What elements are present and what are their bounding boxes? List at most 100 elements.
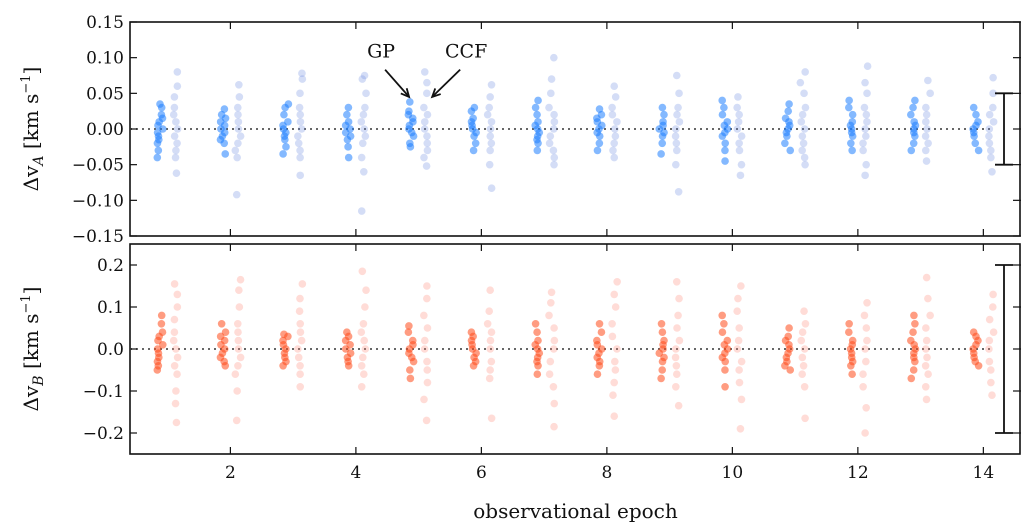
data-point-ccf bbox=[548, 289, 556, 297]
data-point-ccf bbox=[734, 93, 742, 101]
data-point-gp bbox=[849, 111, 857, 119]
data-point-ccf bbox=[359, 354, 367, 362]
data-point-ccf bbox=[484, 320, 492, 328]
data-point-ccf bbox=[237, 276, 245, 284]
data-point-gp bbox=[344, 143, 352, 151]
data-point-ccf bbox=[360, 168, 368, 176]
data-point-ccf bbox=[173, 419, 181, 427]
data-point-ccf bbox=[547, 90, 555, 98]
data-point-gp bbox=[533, 328, 541, 336]
data-point-ccf bbox=[989, 104, 997, 112]
data-point-gp bbox=[720, 320, 728, 328]
data-point-ccf bbox=[420, 104, 428, 112]
data-point-ccf bbox=[488, 118, 496, 126]
data-point-ccf bbox=[234, 139, 242, 147]
data-point-ccf bbox=[233, 417, 241, 425]
data-point-ccf bbox=[863, 324, 871, 332]
data-point-ccf bbox=[423, 282, 431, 290]
data-point-ccf bbox=[672, 383, 680, 391]
data-point-ccf bbox=[863, 337, 871, 345]
data-point-gp bbox=[721, 157, 729, 165]
data-point-gp bbox=[970, 328, 978, 336]
data-point-ccf bbox=[612, 132, 620, 140]
data-point-gp bbox=[343, 328, 351, 336]
data-point-ccf bbox=[550, 324, 558, 332]
data-point-ccf bbox=[172, 387, 180, 395]
data-point-ccf bbox=[672, 161, 680, 169]
data-point-gp bbox=[719, 328, 727, 336]
data-point-ccf bbox=[486, 366, 494, 374]
data-point-ccf bbox=[173, 370, 181, 378]
annotation-ccf: CCF bbox=[445, 41, 487, 63]
data-point-gp bbox=[971, 139, 979, 147]
data-point-gp bbox=[909, 104, 917, 112]
data-point-gp bbox=[784, 333, 792, 341]
data-point-ccf bbox=[675, 188, 683, 196]
data-point-gp bbox=[158, 320, 166, 328]
data-point-ccf bbox=[486, 132, 494, 140]
data-point-ccf bbox=[486, 147, 494, 155]
data-point-gp bbox=[721, 366, 729, 374]
data-point-ccf bbox=[236, 93, 244, 101]
data-point-ccf bbox=[550, 345, 558, 353]
data-point-ccf bbox=[672, 125, 680, 133]
data-point-ccf bbox=[547, 299, 555, 307]
data-point-gp bbox=[407, 375, 415, 383]
data-point-ccf bbox=[922, 362, 930, 370]
data-point-ccf bbox=[488, 328, 496, 336]
data-point-ccf bbox=[423, 132, 431, 140]
data-point-gp bbox=[221, 105, 229, 113]
data-point-ccf bbox=[298, 337, 306, 345]
data-point-gp bbox=[907, 147, 915, 155]
y-tick-label: 0.1 bbox=[97, 298, 124, 318]
data-point-gp bbox=[534, 118, 542, 126]
data-point-ccf bbox=[609, 147, 617, 155]
data-point-ccf bbox=[861, 345, 869, 353]
data-point-ccf bbox=[801, 345, 809, 353]
data-point-ccf bbox=[798, 370, 806, 378]
data-point-ccf bbox=[675, 295, 683, 303]
data-point-ccf bbox=[358, 154, 366, 162]
data-point-ccf bbox=[610, 82, 618, 90]
data-point-ccf bbox=[800, 139, 808, 147]
data-point-gp bbox=[222, 328, 230, 336]
data-point-ccf bbox=[923, 111, 931, 119]
data-point-ccf bbox=[612, 93, 620, 101]
data-point-ccf bbox=[987, 154, 995, 162]
data-point-ccf bbox=[611, 125, 619, 133]
data-point-ccf bbox=[296, 320, 304, 328]
data-point-gp bbox=[534, 97, 542, 105]
data-point-gp bbox=[720, 104, 728, 112]
data-point-ccf bbox=[171, 93, 179, 101]
data-point-ccf bbox=[486, 93, 494, 101]
data-point-gp bbox=[845, 320, 853, 328]
data-point-gp bbox=[598, 328, 606, 336]
data-point-ccf bbox=[235, 125, 243, 133]
y-axis-title: ΔvA [km s−1] bbox=[19, 67, 47, 192]
data-point-ccf bbox=[613, 345, 621, 353]
y-tick-label: 0.00 bbox=[86, 120, 124, 140]
data-point-ccf bbox=[296, 295, 304, 303]
data-point-gp bbox=[845, 328, 853, 336]
data-point-ccf bbox=[859, 383, 867, 391]
data-point-gp bbox=[910, 118, 918, 126]
data-point-ccf bbox=[296, 172, 304, 180]
data-point-gp bbox=[596, 105, 604, 113]
data-point-ccf bbox=[234, 328, 242, 336]
data-point-gp bbox=[718, 312, 726, 320]
data-point-ccf bbox=[735, 337, 743, 345]
data-point-ccf bbox=[989, 303, 997, 311]
data-point-ccf bbox=[235, 345, 243, 353]
data-point-ccf bbox=[170, 111, 178, 119]
data-point-gp bbox=[911, 320, 919, 328]
data-point-ccf bbox=[737, 425, 745, 433]
data-point-gp bbox=[848, 118, 856, 126]
series-ccf bbox=[170, 54, 998, 215]
data-point-ccf bbox=[986, 139, 994, 147]
data-point-ccf bbox=[485, 104, 493, 112]
data-point-gp bbox=[718, 97, 726, 105]
data-point-ccf bbox=[924, 370, 932, 378]
data-point-ccf bbox=[421, 337, 429, 345]
data-point-ccf bbox=[737, 172, 745, 180]
data-point-ccf bbox=[861, 125, 869, 133]
